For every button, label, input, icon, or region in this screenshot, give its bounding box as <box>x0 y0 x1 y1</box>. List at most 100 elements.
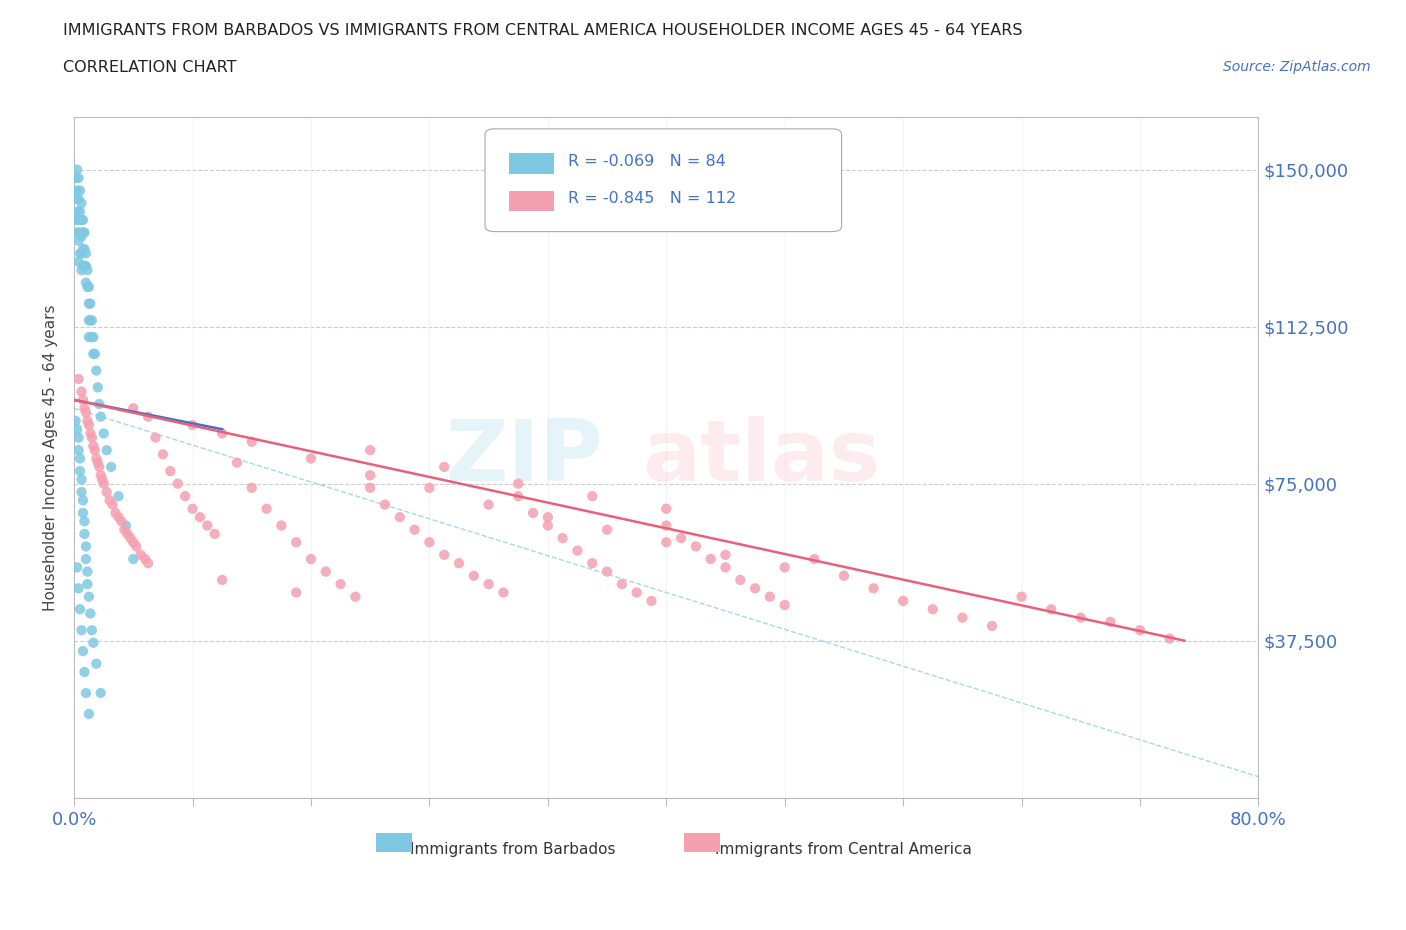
Point <box>72 644 94 658</box>
Point <box>72 242 94 257</box>
Point <box>66 162 89 177</box>
Point <box>66 225 89 240</box>
Point <box>84 657 107 671</box>
Point <box>66 560 89 575</box>
Point <box>714 560 737 575</box>
Point <box>174 489 197 504</box>
Point <box>699 551 721 566</box>
Point <box>75 259 97 273</box>
Point <box>508 476 530 491</box>
Point <box>73 225 96 240</box>
Point <box>145 431 167 445</box>
Point <box>862 581 884 596</box>
Point <box>75 539 97 554</box>
Point <box>73 665 96 680</box>
Point <box>640 593 662 608</box>
Point <box>508 489 530 504</box>
Point <box>70 229 93 244</box>
Point <box>76 279 98 294</box>
Point <box>759 590 782 604</box>
Point <box>744 581 766 596</box>
Point <box>67 192 90 206</box>
Point <box>134 551 156 566</box>
Point <box>522 506 544 521</box>
Point <box>80 329 103 344</box>
Point <box>581 489 603 504</box>
Point <box>72 225 94 240</box>
Point <box>72 392 94 407</box>
Point <box>359 443 381 458</box>
Point <box>69 246 91 260</box>
Point <box>77 329 100 344</box>
Point <box>67 254 90 269</box>
Point <box>122 535 145 550</box>
Point <box>1040 602 1063 617</box>
Point <box>100 459 122 474</box>
Point <box>136 556 159 571</box>
Point <box>714 548 737 563</box>
Bar <box>509 191 554 211</box>
Text: IMMIGRANTS FROM BARBADOS VS IMMIGRANTS FROM CENTRAL AMERICA HOUSEHOLDER INCOME A: IMMIGRANTS FROM BARBADOS VS IMMIGRANTS F… <box>63 23 1022 38</box>
Point <box>537 518 560 533</box>
Point <box>79 606 101 621</box>
Point <box>93 476 115 491</box>
Point <box>69 183 91 198</box>
Point <box>188 510 211 525</box>
Point <box>107 489 129 504</box>
Point <box>79 426 101 441</box>
Point <box>91 472 114 487</box>
Point <box>80 312 103 327</box>
Y-axis label: Householder Income Ages 45 - 64 years: Householder Income Ages 45 - 64 years <box>44 304 58 611</box>
Point <box>89 397 111 412</box>
Point <box>803 551 825 566</box>
Point <box>537 510 560 525</box>
Point <box>1159 631 1181 646</box>
Point <box>66 422 89 437</box>
Point <box>70 195 93 210</box>
Point <box>981 618 1004 633</box>
Point <box>70 246 93 260</box>
Point <box>72 506 94 521</box>
Point <box>73 259 96 273</box>
Point <box>89 459 111 474</box>
Point <box>112 523 135 538</box>
Point <box>82 439 104 454</box>
Text: CORRELATION CHART: CORRELATION CHART <box>63 60 236 75</box>
Point <box>69 602 91 617</box>
Point <box>69 225 91 240</box>
Point <box>240 434 263 449</box>
Point <box>567 543 589 558</box>
Point <box>75 275 97 290</box>
Point <box>447 556 470 571</box>
Point <box>204 526 226 541</box>
Point <box>66 183 89 198</box>
Point <box>655 518 678 533</box>
Point <box>285 535 308 550</box>
Point <box>75 405 97 420</box>
Point <box>404 523 426 538</box>
Point <box>359 468 381 483</box>
Point <box>181 418 204 432</box>
Point <box>76 262 98 277</box>
Point <box>65 212 87 227</box>
Point <box>359 481 381 496</box>
Point <box>730 573 752 588</box>
Point <box>75 685 97 700</box>
Point <box>478 577 501 591</box>
Point <box>122 401 145 416</box>
Point <box>299 451 322 466</box>
Text: ZIP: ZIP <box>446 416 603 499</box>
Point <box>76 577 98 591</box>
Point <box>76 565 98 579</box>
Point <box>1011 590 1033 604</box>
Point <box>75 246 97 260</box>
Point <box>433 459 456 474</box>
Point <box>270 518 292 533</box>
Text: R = -0.069   N = 84: R = -0.069 N = 84 <box>568 154 725 169</box>
FancyBboxPatch shape <box>485 129 842 232</box>
Point <box>67 233 90 248</box>
Point <box>315 565 337 579</box>
Point <box>77 312 100 327</box>
Point <box>69 464 91 479</box>
Point <box>1129 623 1152 638</box>
